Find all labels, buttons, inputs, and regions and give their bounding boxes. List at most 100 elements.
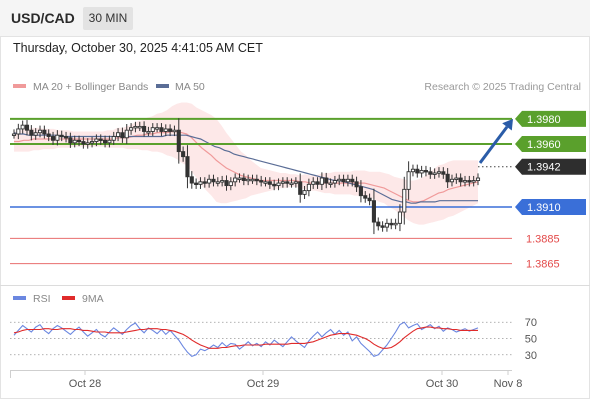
candle-body [24,124,30,131]
candle-body [76,139,82,143]
candle-body [63,136,69,139]
rsi-tick-label: 70 [525,317,537,329]
x-tick-label: Nov 8 [494,378,523,390]
candle-body [181,151,186,158]
candle-body [471,180,476,183]
candle-body [267,181,272,185]
candle-body [419,170,424,174]
candle-body [246,178,251,182]
projection-arrow-head [502,118,513,131]
candle-body [371,200,376,223]
candle-body [454,177,459,180]
candle-body [415,168,420,174]
candle-body [406,171,411,190]
credit-label: Research © 2025 Trading Central [424,81,581,93]
current-price-tag [515,158,586,175]
candle-body [432,172,437,175]
candle-body [272,183,277,187]
current-price-label: 1.3942 [527,162,561,174]
candle-body [194,182,199,186]
candle-body [458,177,463,183]
x-tick-label: Oct 28 [69,378,101,390]
candle-body [354,181,359,188]
candle-body [133,125,138,129]
candle-body [263,181,268,184]
candle-body [202,181,207,184]
resistance-label: 1.3960 [527,139,561,151]
candle-body [129,127,134,131]
pivot-price-tag [515,198,586,215]
candle-body [367,197,372,202]
candle-body [397,211,402,224]
candle-body [220,180,225,183]
rsi-legend-swatch [13,296,26,300]
candle-body [298,181,303,195]
candle-body [254,178,259,182]
candle-body [285,181,290,184]
candle-body [211,178,216,183]
candle-body [241,177,246,181]
candle-body [228,181,233,187]
candle-body [111,136,116,141]
candle-body [185,156,190,178]
ma50-legend-swatch [156,84,169,88]
ma50-line [13,132,478,204]
timestamp: Thursday, October 30, 2025 4:41:05 AM CE… [13,41,263,55]
candle-body [72,139,77,144]
candle-body [449,178,455,183]
support-label: 1.3865 [526,259,560,271]
candle-body [276,182,281,187]
candle-body [150,127,155,132]
candle-body [81,141,86,145]
candle-body [11,133,17,136]
candle-body [50,136,56,141]
candle-body [163,128,168,132]
resistance-label: 1.3980 [527,114,561,126]
candle-body [120,132,125,139]
candle-body [46,133,51,137]
candle-body [380,225,385,228]
candle-body [20,124,25,130]
header-bar: USD/CAD 30 MIN [0,0,590,37]
candle-body [293,181,298,184]
9ma-line [13,326,478,349]
candle-body [428,171,433,175]
candle-body [85,142,90,145]
timeframe-button[interactable]: 30 MIN [83,7,133,30]
candle-body [103,139,108,144]
candle-body [29,129,34,136]
candle-body [224,180,229,187]
candle-body [33,132,38,136]
rsi-tick-label: 50 [525,334,537,346]
ma20-legend-label: MA 20 + Bollinger Bands [33,81,148,93]
candle-body [280,181,285,184]
candle-body [302,190,307,195]
candle-body [90,141,95,144]
9ma-legend-label: 9MA [82,293,104,305]
rsi-tick-label: 30 [525,350,537,362]
candle-body [107,139,112,144]
candle-body [259,180,264,183]
candle-body [423,170,429,173]
rsi-legend-label: RSI [33,293,51,305]
candle-body [59,134,64,138]
candle-body [42,129,47,135]
candle-body [358,186,363,197]
projection-arrow-shaft [478,125,509,164]
candle-body [363,195,368,199]
support-label: 1.3885 [526,233,560,245]
candle-body [176,129,181,153]
resistance-price-tag [515,110,586,127]
candle-body [124,129,129,139]
candle-body [306,183,311,192]
candle-body [250,178,255,182]
candle-body [116,132,121,137]
candle-body [319,177,324,185]
candle-body [233,177,238,183]
candle-body [389,222,394,226]
candle-body [376,221,381,227]
candle-body [410,168,416,173]
candle-body [341,178,346,183]
candle-body [142,125,147,132]
